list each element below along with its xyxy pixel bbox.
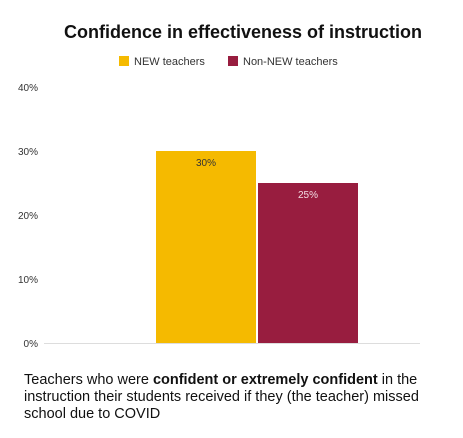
caption-text-1: Teachers who were: [24, 372, 153, 388]
y-tick-label: 40%: [18, 83, 38, 94]
bar: [156, 151, 256, 343]
bar: [258, 183, 358, 343]
bars: 30% 25%: [44, 151, 420, 344]
chart-caption: Teachers who were confident or extremely…: [24, 372, 456, 423]
legend-swatch: [119, 56, 129, 66]
legend: NEW teachers Non-NEW teachers: [119, 56, 338, 68]
y-tick-label: 30%: [18, 147, 38, 158]
y-tick-label: 0%: [24, 339, 39, 350]
chart-area: Confidence in effectiveness of instructi…: [18, 22, 422, 350]
y-tick-label: 20%: [18, 211, 38, 222]
bar-data-label: 30%: [196, 158, 216, 169]
chart-title: Confidence in effectiveness of instructi…: [64, 22, 422, 42]
y-axis: 0% 10% 20% 30% 40%: [18, 83, 38, 350]
bar-chart: Confidence in effectiveness of instructi…: [18, 22, 422, 350]
legend-label: NEW teachers: [134, 56, 205, 68]
bar-data-label: 25%: [298, 190, 318, 201]
y-tick-label: 10%: [18, 275, 38, 286]
caption-bold-text: confident or extremely confident: [152, 372, 378, 388]
legend-swatch: [228, 56, 238, 66]
legend-label: Non-NEW teachers: [243, 56, 338, 68]
caption-text-2: in the instruction their students receiv…: [24, 372, 419, 422]
